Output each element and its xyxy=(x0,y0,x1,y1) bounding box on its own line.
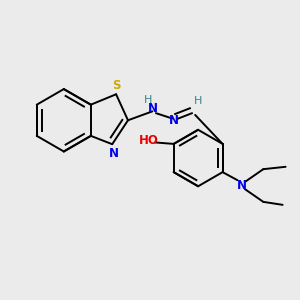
Text: N: N xyxy=(148,103,158,116)
Text: H: H xyxy=(194,96,202,106)
Text: N: N xyxy=(109,147,119,160)
Text: HO: HO xyxy=(139,134,158,147)
Text: N: N xyxy=(169,114,179,127)
Text: N: N xyxy=(237,179,247,192)
Text: H: H xyxy=(144,95,152,105)
Text: S: S xyxy=(112,80,120,92)
